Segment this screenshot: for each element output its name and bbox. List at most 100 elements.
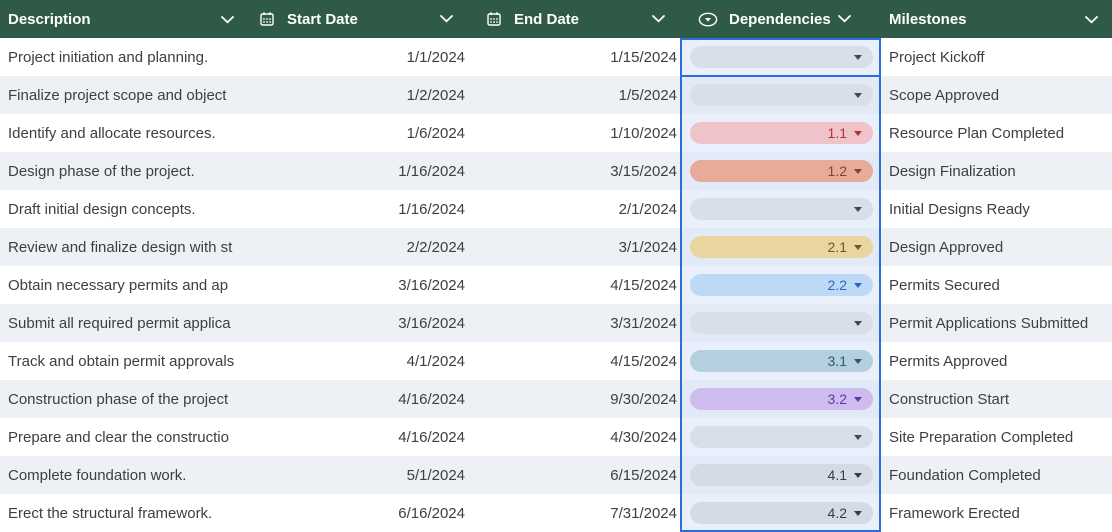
description-cell[interactable]: Design phase of the project. xyxy=(8,162,195,180)
description-cell[interactable]: Draft initial design concepts. xyxy=(8,200,196,218)
end-date-cell[interactable]: 6/15/2024 xyxy=(610,466,677,484)
dependency-pill[interactable]: 4.2 xyxy=(690,502,873,524)
milestone-cell[interactable]: Permit Applications Submitted xyxy=(889,314,1089,332)
chevron-down-icon[interactable] xyxy=(652,15,665,23)
end-date-cell[interactable]: 4/30/2024 xyxy=(610,428,677,446)
milestone-cell[interactable]: Framework Erected xyxy=(889,504,1020,522)
chevron-down-icon[interactable] xyxy=(838,15,851,23)
end-date-cell[interactable]: 1/10/2024 xyxy=(610,124,677,142)
dropdown-arrow-icon[interactable] xyxy=(854,434,862,440)
dependency-pill[interactable]: 4.1 xyxy=(690,464,873,486)
dropdown-arrow-icon[interactable] xyxy=(854,282,862,288)
dependency-cell[interactable]: 1.2 xyxy=(682,152,881,190)
description-cell[interactable]: Identify and allocate resources. xyxy=(8,124,216,142)
dropdown-arrow-icon[interactable] xyxy=(854,358,862,364)
dependency-pill[interactable]: 3.2 xyxy=(690,388,873,410)
dropdown-arrow-icon[interactable] xyxy=(854,244,862,250)
start-date-cell[interactable]: 6/16/2024 xyxy=(398,504,465,522)
start-date-cell[interactable]: 5/1/2024 xyxy=(406,466,465,484)
dependency-cell[interactable]: 1.1 xyxy=(682,114,881,152)
start-date-cell[interactable]: 4/16/2024 xyxy=(398,428,465,446)
dependency-cell[interactable] xyxy=(682,76,881,114)
end-date-cell[interactable]: 4/15/2024 xyxy=(610,352,677,370)
end-date-cell[interactable]: 2/1/2024 xyxy=(618,200,677,218)
column-header-milestones[interactable]: Milestones xyxy=(881,0,1112,38)
milestone-cell[interactable]: Foundation Completed xyxy=(889,466,1041,484)
column-header-end-date[interactable]: End Date xyxy=(470,0,682,38)
column-header-dependencies[interactable]: Dependencies xyxy=(682,0,881,38)
dependency-cell[interactable]: 2.1 xyxy=(682,228,881,266)
dropdown-arrow-icon[interactable] xyxy=(854,396,862,402)
dependency-cell[interactable] xyxy=(682,304,881,342)
dropdown-arrow-icon[interactable] xyxy=(854,472,862,478)
dropdown-arrow-icon[interactable] xyxy=(854,320,862,326)
description-cell[interactable]: Project initiation and planning. xyxy=(8,48,209,66)
dependency-cell[interactable]: 3.1 xyxy=(682,342,881,380)
dropdown-arrow-icon[interactable] xyxy=(854,168,862,174)
dependency-cell[interactable]: 2.2 xyxy=(682,266,881,304)
column-header-description[interactable]: Description xyxy=(0,0,243,38)
start-date-cell[interactable]: 4/16/2024 xyxy=(398,390,465,408)
dependency-cell[interactable]: 4.1 xyxy=(682,456,881,494)
end-date-cell[interactable]: 7/31/2024 xyxy=(610,504,677,522)
milestone-cell[interactable]: Project Kickoff xyxy=(889,48,985,66)
dependency-cell[interactable]: 3.2 xyxy=(682,380,881,418)
description-cell[interactable]: Construction phase of the project xyxy=(8,390,229,408)
description-cell[interactable]: Prepare and clear the constructio xyxy=(8,428,229,446)
dependency-pill[interactable] xyxy=(690,46,873,68)
dependency-pill[interactable]: 3.1 xyxy=(690,350,873,372)
start-date-cell[interactable]: 1/16/2024 xyxy=(398,200,465,218)
milestone-cell[interactable]: Design Finalization xyxy=(889,162,1016,180)
start-date-cell[interactable]: 1/16/2024 xyxy=(398,162,465,180)
dependency-cell[interactable] xyxy=(682,190,881,228)
dependency-pill[interactable]: 1.1 xyxy=(690,122,873,144)
end-date-cell[interactable]: 3/15/2024 xyxy=(610,162,677,180)
column-header-start-date[interactable]: Start Date xyxy=(243,0,470,38)
dependency-pill[interactable] xyxy=(690,198,873,220)
dropdown-arrow-icon[interactable] xyxy=(854,206,862,212)
dependency-cell[interactable] xyxy=(682,418,881,456)
dependency-pill[interactable]: 2.2 xyxy=(690,274,873,296)
end-date-cell[interactable]: 1/5/2024 xyxy=(618,86,677,104)
milestone-cell[interactable]: Permits Secured xyxy=(889,276,1000,294)
start-date-cell[interactable]: 1/6/2024 xyxy=(406,124,465,142)
end-date-cell[interactable]: 1/15/2024 xyxy=(610,48,677,66)
start-date-cell[interactable]: 2/2/2024 xyxy=(406,238,465,256)
start-date-cell[interactable]: 3/16/2024 xyxy=(398,314,465,332)
description-cell[interactable]: Complete foundation work. xyxy=(8,466,187,484)
milestone-cell[interactable]: Site Preparation Completed xyxy=(889,428,1074,446)
milestone-cell[interactable]: Resource Plan Completed xyxy=(889,124,1065,142)
description-cell[interactable]: Obtain necessary permits and ap xyxy=(8,276,229,294)
description-cell[interactable]: Review and finalize design with st xyxy=(8,238,233,256)
dropdown-arrow-icon[interactable] xyxy=(854,54,862,60)
dropdown-arrow-icon[interactable] xyxy=(854,92,862,98)
description-cell[interactable]: Erect the structural framework. xyxy=(8,504,213,522)
start-date-cell[interactable]: 4/1/2024 xyxy=(406,352,465,370)
dependency-pill[interactable]: 1.2 xyxy=(690,160,873,182)
end-date-cell[interactable]: 4/15/2024 xyxy=(610,276,677,294)
dropdown-arrow-icon[interactable] xyxy=(854,130,862,136)
start-date-cell[interactable]: 1/1/2024 xyxy=(406,48,465,66)
dependency-cell[interactable]: 4.2 xyxy=(682,494,881,532)
end-date-cell[interactable]: 9/30/2024 xyxy=(610,390,677,408)
milestone-cell[interactable]: Permits Approved xyxy=(889,352,1008,370)
chevron-down-icon[interactable] xyxy=(1085,11,1098,28)
chevron-down-icon[interactable] xyxy=(440,15,453,23)
end-date-cell[interactable]: 3/1/2024 xyxy=(618,238,677,256)
end-date-cell[interactable]: 3/31/2024 xyxy=(610,314,677,332)
start-date-cell[interactable]: 3/16/2024 xyxy=(398,276,465,294)
dependency-pill[interactable] xyxy=(690,312,873,334)
description-cell[interactable]: Track and obtain permit approvals xyxy=(8,352,235,370)
dropdown-arrow-icon[interactable] xyxy=(854,510,862,516)
milestone-cell[interactable]: Design Approved xyxy=(889,238,1004,256)
start-date-cell[interactable]: 1/2/2024 xyxy=(406,86,465,104)
dependency-pill[interactable] xyxy=(690,426,873,448)
dependency-cell[interactable] xyxy=(682,38,881,76)
milestone-cell[interactable]: Initial Designs Ready xyxy=(889,200,1030,218)
milestone-cell[interactable]: Construction Start xyxy=(889,390,1010,408)
chevron-down-icon[interactable] xyxy=(221,11,234,28)
dependency-pill[interactable]: 2.1 xyxy=(690,236,873,258)
description-cell[interactable]: Submit all required permit applica xyxy=(8,314,231,332)
milestone-cell[interactable]: Scope Approved xyxy=(889,86,1000,104)
description-cell[interactable]: Finalize project scope and object xyxy=(8,86,227,104)
